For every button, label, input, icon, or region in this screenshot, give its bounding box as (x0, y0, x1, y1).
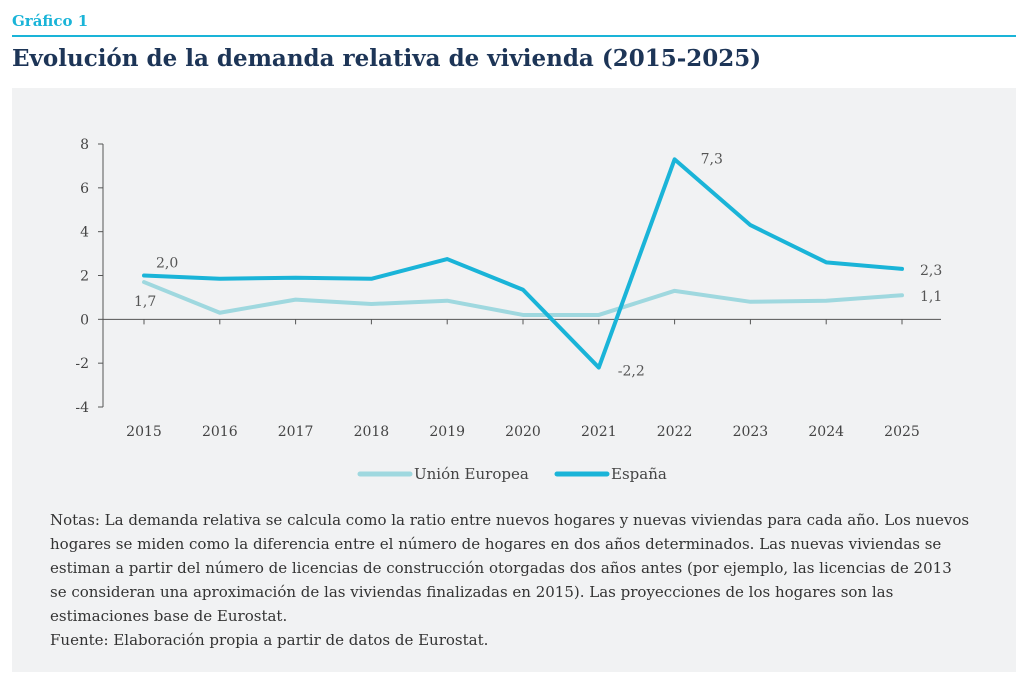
chart-panel: -4 -2 0 2 4 6 8 2015 2016 2017 2018 2019 2020 2021 202… (12, 88, 1016, 672)
data-label: 1,1 (920, 289, 942, 305)
notes-block: Notas: La demanda relativa se calcula co… (50, 508, 970, 652)
x-tick-label: 2023 (733, 424, 769, 440)
x-tick-label: 2015 (126, 424, 162, 440)
header-rule (12, 35, 1016, 37)
x-tick-label: 2021 (581, 424, 617, 440)
x-tick-label: 2018 (354, 424, 390, 440)
x-tick-label: 2024 (808, 424, 844, 440)
data-label: 1,7 (134, 294, 156, 310)
x-tick-label: 2020 (505, 424, 541, 440)
y-tick-label: 8 (80, 137, 89, 153)
data-label: 7,3 (701, 151, 723, 167)
source-text: Fuente: Elaboración propia a partir de d… (50, 631, 489, 649)
y-tick-label: 2 (80, 269, 89, 285)
y-tick-label: -4 (75, 400, 89, 416)
line-chart: -4 -2 0 2 4 6 8 2015 2016 2017 2018 2019 2020 2021 202… (75, 137, 942, 483)
x-tick-label: 2017 (278, 424, 314, 440)
series-line-espana (142, 157, 904, 370)
y-tick-label: 0 (80, 312, 89, 328)
data-label: 2,0 (156, 256, 178, 272)
notes-text: Notas: La demanda relativa se calcula co… (50, 511, 970, 625)
x-tick-label: 2022 (657, 424, 693, 440)
series-line-union-europea (142, 280, 904, 317)
chart-title: Evolución de la demanda relativa de vivi… (12, 45, 762, 72)
legend-label-union-europea: Unión Europea (414, 465, 529, 483)
data-label: 2,3 (920, 263, 942, 279)
y-tick-label: 4 (80, 225, 89, 241)
x-tick-label: 2019 (429, 424, 465, 440)
y-tick-label: 6 (80, 181, 89, 197)
data-label: -2,2 (618, 364, 645, 380)
legend-label-espana: España (611, 465, 667, 483)
x-tick-label: 2016 (202, 424, 238, 440)
x-tick-label: 2025 (884, 424, 920, 440)
y-tick-label: -2 (75, 356, 89, 372)
figure-label: Gráfico 1 (12, 12, 89, 30)
